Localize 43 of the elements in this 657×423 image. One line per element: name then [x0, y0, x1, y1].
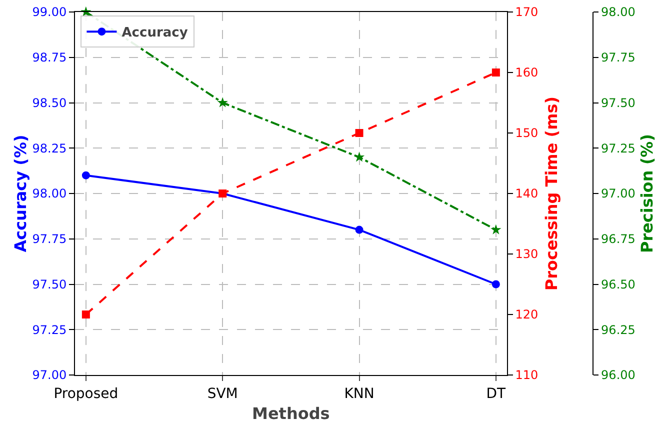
point — [492, 280, 500, 288]
y2-axis-title: Processing Time (ms) — [542, 96, 561, 291]
y-axis-title: Accuracy (%) — [11, 134, 30, 252]
point — [355, 226, 364, 234]
point — [82, 171, 90, 180]
y-tick-label: 97.50 — [32, 277, 67, 292]
y3-tick-label: 96.75 — [601, 232, 636, 246]
y2-tick-label: 140 — [515, 186, 538, 201]
y3-tick-label: 98.00 — [601, 5, 636, 20]
y-tick-label: 98.00 — [32, 186, 67, 201]
y-tick-label: 98.75 — [32, 50, 67, 65]
y3-axis-title: Precision (%) — [637, 134, 656, 254]
y3-tick-label: 96.00 — [601, 368, 636, 382]
y-tick-label: 99.00 — [32, 5, 67, 20]
y3-tick-label: 97.00 — [601, 186, 636, 201]
y-tick-label: 98.50 — [32, 96, 67, 110]
point — [355, 129, 364, 137]
point — [82, 310, 90, 318]
x-tick-label: DT — [486, 386, 506, 402]
x-axis-title: Methods — [252, 404, 330, 423]
y2-tick-label: 130 — [515, 247, 538, 262]
y-tick-label: 97.75 — [32, 232, 67, 246]
x-tick-label: KNN — [344, 386, 374, 402]
x-tick-label: Proposed — [54, 386, 118, 402]
y-tick-label: 97.00 — [32, 368, 67, 382]
y3-tick-label: 97.75 — [601, 50, 636, 65]
y2-tick-label: 160 — [515, 66, 538, 80]
y2-tick-label: 170 — [515, 5, 538, 20]
x-tick-label: SVM — [207, 386, 238, 402]
y2-tick-label: 110 — [515, 368, 538, 382]
y2-tick-label: 120 — [515, 308, 538, 322]
point — [354, 152, 365, 162]
y3-tick-label: 96.25 — [601, 322, 636, 337]
y2-tick-label: 150 — [515, 126, 538, 140]
y-tick-label: 97.25 — [32, 322, 67, 337]
y3-tick-label: 97.50 — [601, 96, 636, 110]
y-tick-label: 98.25 — [32, 141, 67, 156]
point — [490, 224, 502, 234]
point — [492, 68, 500, 76]
y3-tick-label: 97.25 — [601, 141, 636, 156]
point — [217, 97, 228, 108]
y3-tick-label: 96.50 — [601, 277, 636, 292]
legend-label: Accuracy — [122, 26, 188, 41]
